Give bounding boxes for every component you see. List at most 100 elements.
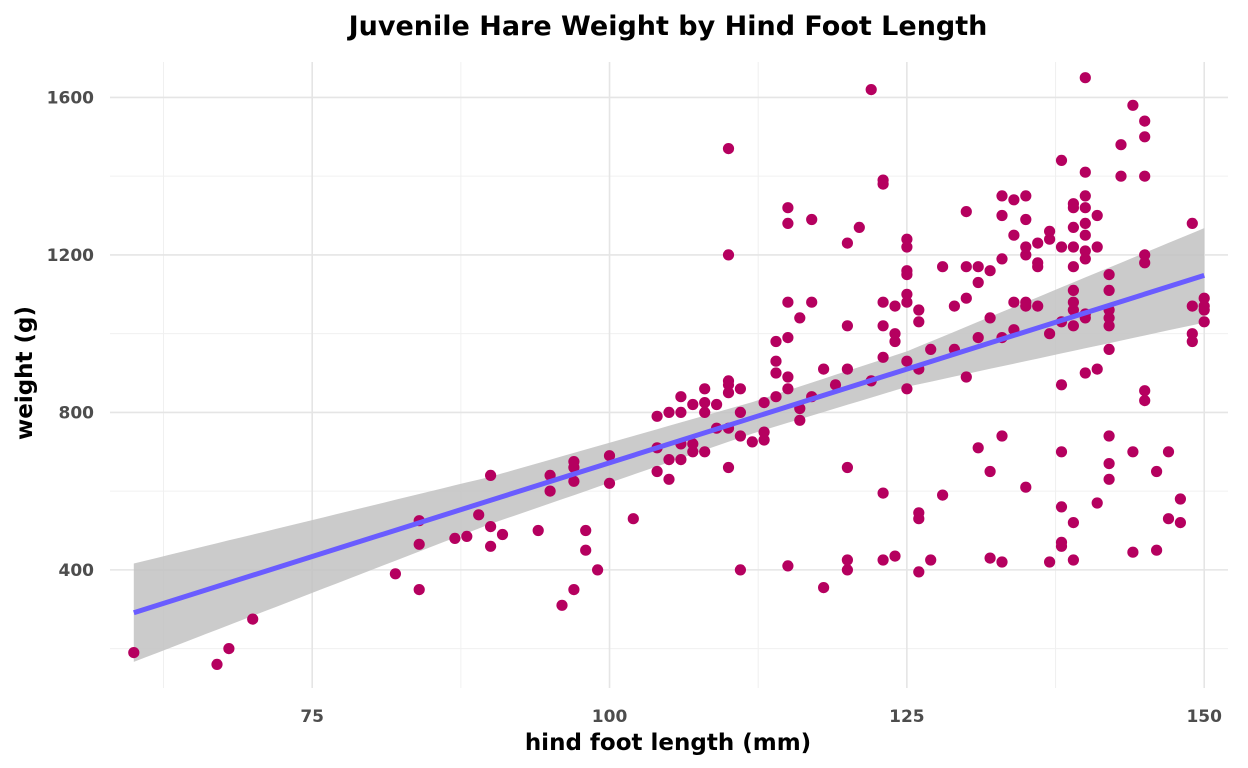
data-point [449, 532, 461, 545]
data-point [1032, 237, 1044, 249]
data-point [1103, 473, 1115, 485]
data-point [675, 406, 687, 418]
data-point [1139, 257, 1151, 269]
data-point [782, 202, 794, 214]
data-point [1008, 229, 1020, 241]
data-point [937, 261, 949, 273]
data-point [1020, 213, 1032, 226]
data-point [782, 383, 794, 395]
tick-labels: 75 100 125 150 400 800 1200 1600 [47, 88, 1222, 727]
data-point [1103, 458, 1115, 470]
data-point [675, 454, 687, 466]
data-point [722, 249, 735, 261]
data-point [711, 398, 723, 411]
data-point [770, 335, 782, 348]
data-point [734, 564, 747, 576]
data-point [877, 351, 889, 363]
data-point [948, 300, 961, 312]
data-point [485, 469, 497, 481]
data-point [972, 332, 984, 344]
data-point [699, 446, 711, 458]
x-tick-label: 150 [1186, 707, 1222, 727]
data-point [818, 363, 830, 375]
data-point [1079, 245, 1091, 257]
data-point [877, 554, 889, 566]
data-point [1067, 296, 1079, 308]
data-point [901, 265, 913, 277]
data-point [1008, 194, 1020, 206]
data-point [485, 540, 497, 552]
data-point [485, 521, 497, 533]
data-point [1008, 296, 1020, 308]
data-point [1055, 154, 1068, 166]
data-point [699, 406, 711, 418]
data-point [532, 524, 544, 537]
data-point [901, 288, 913, 300]
data-point [1044, 225, 1056, 237]
data-point [496, 528, 509, 541]
data-point [544, 485, 556, 497]
data-point [1115, 139, 1127, 151]
data-point [627, 513, 639, 525]
data-point [865, 84, 877, 96]
data-point [211, 658, 223, 671]
data-point [663, 473, 675, 485]
data-point [1055, 501, 1068, 513]
data-point [996, 190, 1008, 202]
data-point [1186, 328, 1198, 340]
data-point [1103, 284, 1115, 296]
data-point [984, 312, 996, 324]
data-point [770, 391, 782, 403]
data-point [925, 554, 937, 566]
y-tick-label: 1600 [47, 88, 94, 108]
data-point [663, 454, 675, 466]
data-point [877, 174, 889, 186]
trend-line-layer [133, 273, 1205, 616]
data-point [1079, 217, 1091, 229]
data-point [770, 367, 782, 379]
data-point [1151, 544, 1163, 556]
y-tick-label: 1200 [47, 246, 94, 266]
data-point [770, 355, 782, 367]
data-point [603, 477, 616, 489]
data-point [1067, 304, 1079, 316]
data-point [1151, 465, 1163, 478]
y-tick-label: 800 [59, 403, 95, 423]
data-point [1103, 312, 1115, 324]
data-point [937, 489, 949, 501]
data-point [1127, 546, 1139, 558]
data-point [568, 584, 580, 596]
data-point [1067, 198, 1079, 210]
data-point [901, 233, 913, 245]
y-tick-label: 400 [59, 561, 95, 581]
data-point [889, 550, 901, 562]
data-point [1174, 493, 1186, 505]
data-point [1174, 517, 1186, 529]
data-point [1186, 300, 1198, 312]
data-point [687, 398, 699, 411]
data-point [247, 613, 259, 625]
data-point [877, 296, 889, 308]
data-point [1067, 320, 1079, 332]
data-point [1067, 221, 1079, 233]
data-point [901, 296, 913, 308]
regression-line [133, 273, 1205, 616]
chart-title: Juvenile Hare Weight by Hind Foot Length [347, 11, 988, 42]
data-point [972, 276, 984, 289]
data-point [722, 143, 735, 155]
data-point [1079, 202, 1091, 214]
data-point [675, 391, 687, 403]
data-point [1127, 99, 1139, 111]
data-point [223, 643, 235, 655]
data-point [413, 584, 425, 596]
data-point [556, 599, 568, 611]
data-point [1091, 497, 1103, 509]
data-point [984, 465, 996, 478]
data-point [889, 300, 901, 312]
data-point [782, 217, 794, 229]
data-point [818, 582, 830, 594]
data-point [841, 363, 854, 375]
data-point [1079, 190, 1091, 202]
data-point [913, 304, 925, 316]
